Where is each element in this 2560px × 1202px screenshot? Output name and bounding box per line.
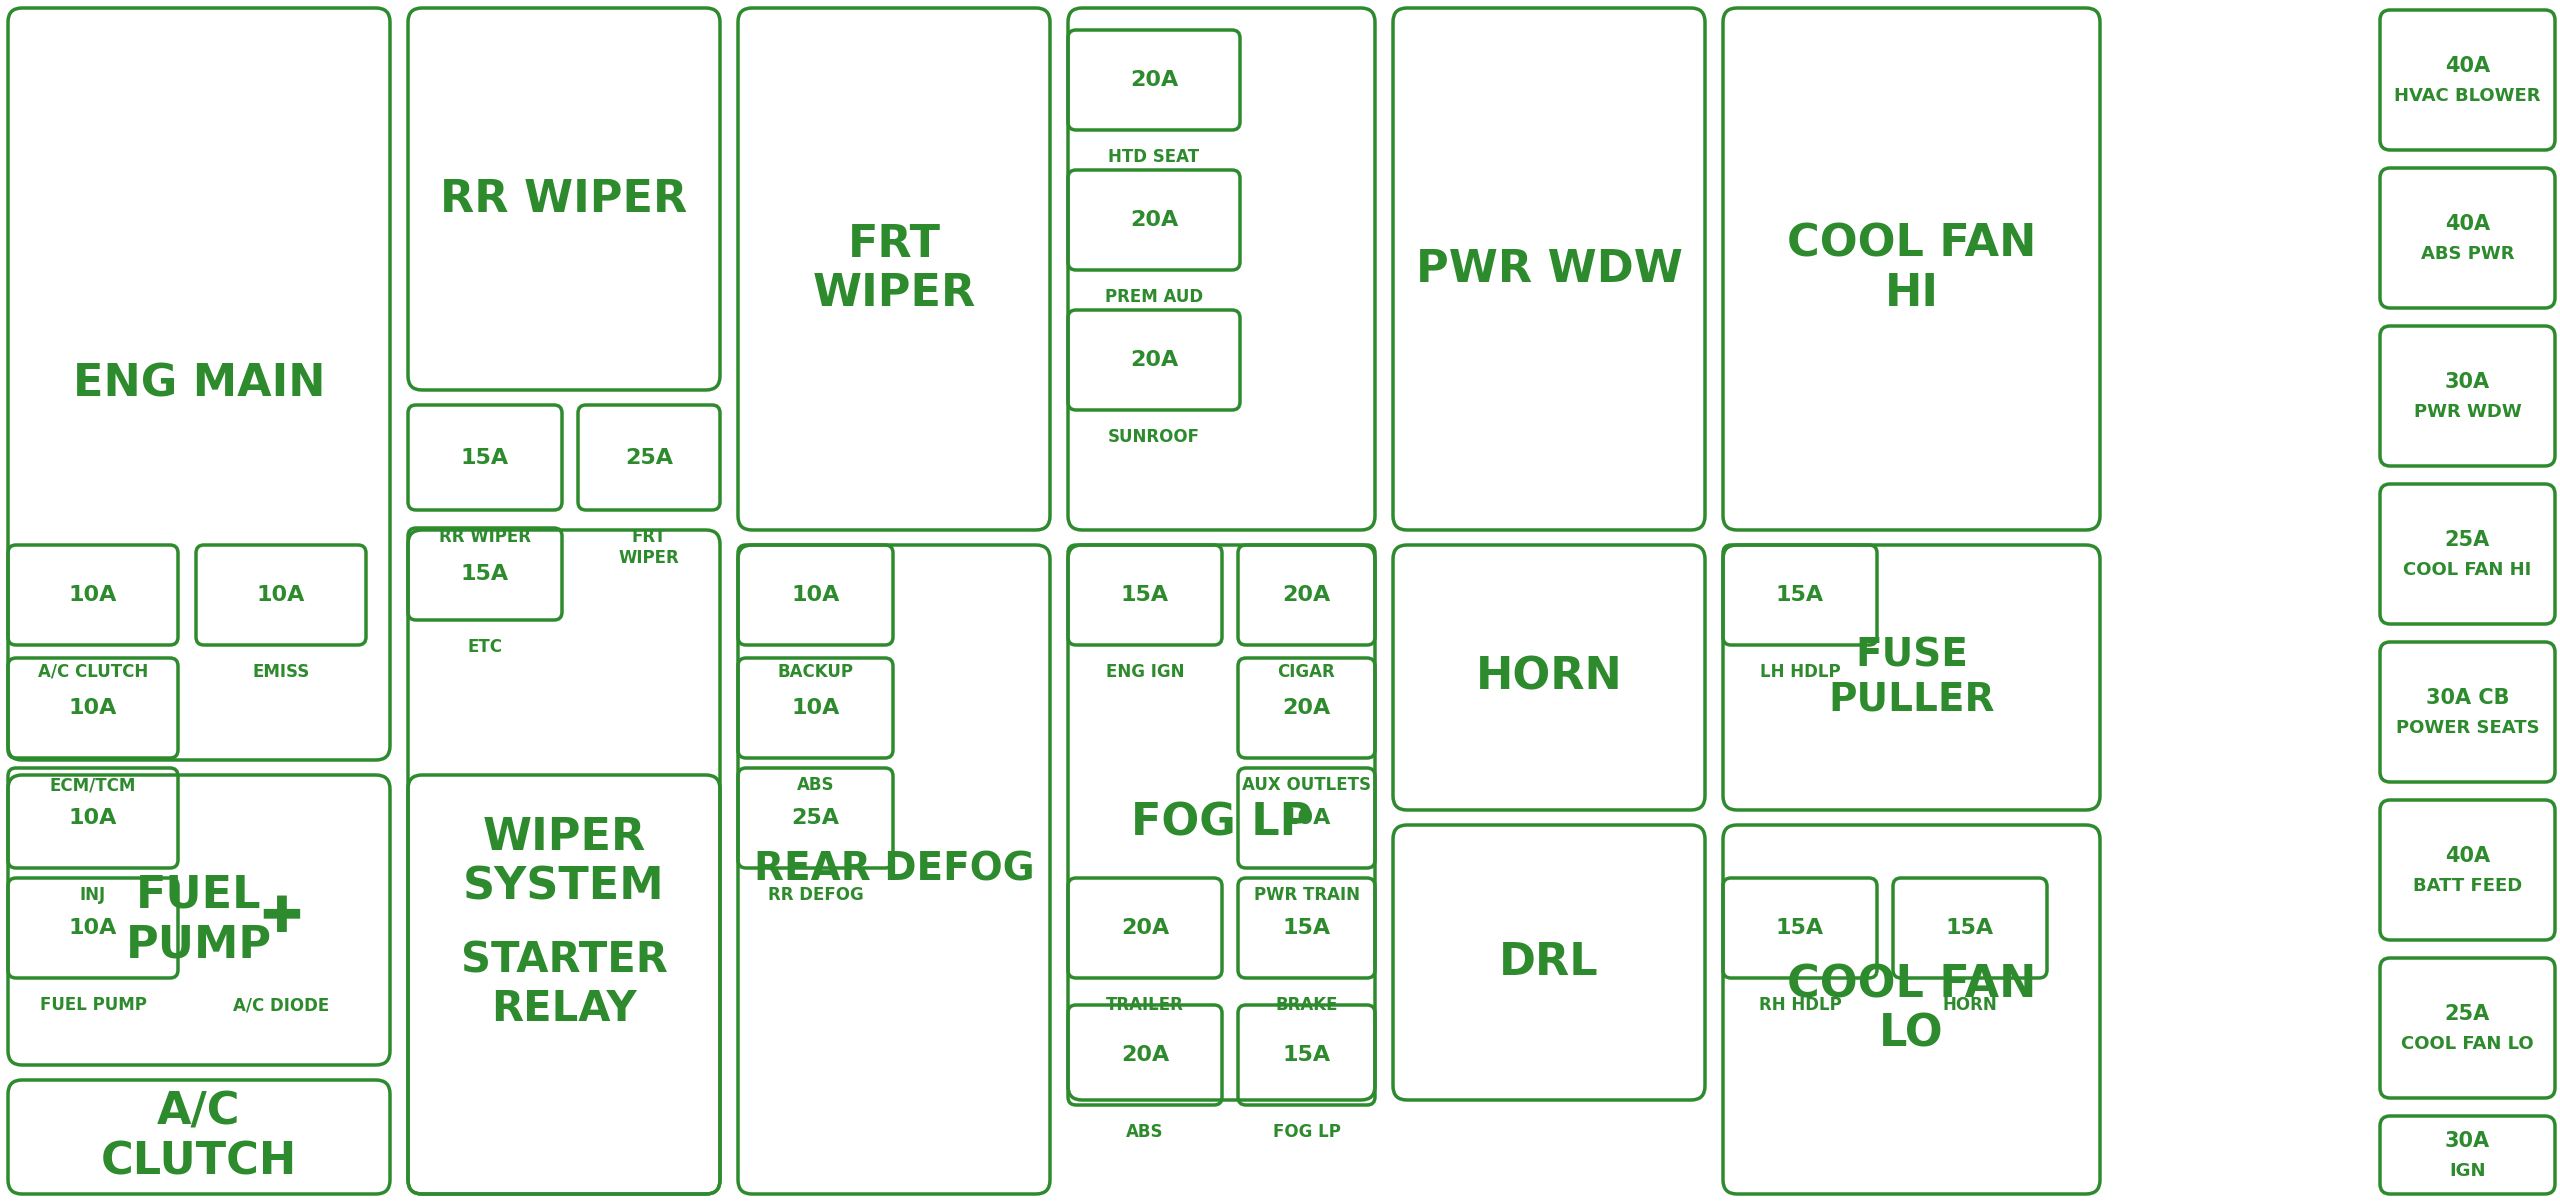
Text: 10A: 10A: [791, 585, 840, 605]
Text: AUX OUTLETS: AUX OUTLETS: [1242, 776, 1372, 795]
Text: ECM/TCM: ECM/TCM: [49, 776, 136, 795]
Text: 15A: 15A: [1121, 585, 1170, 605]
Text: FOG LP: FOG LP: [1132, 801, 1313, 844]
Text: RR DEFOG: RR DEFOG: [768, 886, 863, 904]
Text: FRT
WIPER: FRT WIPER: [812, 222, 975, 315]
Text: 20A: 20A: [1283, 585, 1331, 605]
Text: 20A: 20A: [1121, 1045, 1170, 1065]
Text: FUEL PUMP: FUEL PUMP: [38, 996, 146, 1014]
Text: HTD SEAT: HTD SEAT: [1108, 148, 1201, 166]
Text: STARTER
RELAY: STARTER RELAY: [461, 939, 668, 1030]
Text: FRT
WIPER: FRT WIPER: [620, 528, 678, 567]
Text: 40A: 40A: [2445, 214, 2491, 234]
Text: COOL FAN
HI: COOL FAN HI: [1787, 222, 2035, 315]
Text: ENG IGN: ENG IGN: [1106, 664, 1185, 682]
Text: A/C DIODE: A/C DIODE: [233, 996, 330, 1014]
Text: IGN: IGN: [2450, 1162, 2486, 1180]
Text: ABS PWR: ABS PWR: [2422, 245, 2514, 263]
Text: CIGAR: CIGAR: [1277, 664, 1336, 682]
Text: 10A: 10A: [1283, 808, 1331, 828]
Text: HVAC BLOWER: HVAC BLOWER: [2394, 87, 2540, 105]
Text: 30A CB: 30A CB: [2427, 688, 2509, 708]
Text: 15A: 15A: [461, 564, 509, 584]
Text: 10A: 10A: [69, 698, 118, 718]
Text: LH HDLP: LH HDLP: [1759, 664, 1841, 682]
Text: 10A: 10A: [791, 698, 840, 718]
Text: COOL FAN
LO: COOL FAN LO: [1787, 963, 2035, 1055]
Text: COOL FAN HI: COOL FAN HI: [2404, 561, 2532, 579]
Text: 20A: 20A: [1283, 698, 1331, 718]
Text: FUSE
PULLER: FUSE PULLER: [1828, 637, 1994, 719]
Text: ✚: ✚: [261, 894, 302, 942]
Text: 25A: 25A: [2445, 1004, 2491, 1024]
Text: REAR DEFOG: REAR DEFOG: [753, 851, 1034, 888]
Text: 25A: 25A: [625, 447, 673, 468]
Text: POWER SEATS: POWER SEATS: [2396, 719, 2540, 737]
Text: PWR WDW: PWR WDW: [1416, 248, 1682, 291]
Text: BACKUP: BACKUP: [778, 664, 852, 682]
Text: 10A: 10A: [256, 585, 305, 605]
Text: RH HDLP: RH HDLP: [1759, 996, 1841, 1014]
Text: RR WIPER: RR WIPER: [438, 528, 530, 546]
Text: A/C CLUTCH: A/C CLUTCH: [38, 664, 148, 682]
Text: ETC: ETC: [468, 638, 502, 656]
Text: ENG MAIN: ENG MAIN: [72, 363, 325, 405]
Text: 15A: 15A: [461, 447, 509, 468]
Text: 40A: 40A: [2445, 846, 2491, 865]
Text: 15A: 15A: [1777, 585, 1825, 605]
Text: 10A: 10A: [69, 808, 118, 828]
Text: FOG LP: FOG LP: [1272, 1123, 1341, 1141]
Text: 30A: 30A: [2445, 371, 2491, 392]
Text: 40A: 40A: [2445, 56, 2491, 76]
Text: 20A: 20A: [1121, 918, 1170, 938]
Text: A/C
CLUTCH: A/C CLUTCH: [100, 1090, 297, 1184]
Text: 25A: 25A: [2445, 530, 2491, 551]
Text: WIPER
SYSTEM: WIPER SYSTEM: [463, 816, 666, 909]
Text: HORN: HORN: [1943, 996, 1997, 1014]
Text: BRAKE: BRAKE: [1275, 996, 1339, 1014]
Text: ABS: ABS: [1126, 1123, 1165, 1141]
Text: EMISS: EMISS: [253, 664, 310, 682]
Text: 10A: 10A: [69, 918, 118, 938]
Text: PWR WDW: PWR WDW: [2414, 403, 2522, 421]
Text: 20A: 20A: [1129, 350, 1178, 370]
Text: 10A: 10A: [69, 585, 118, 605]
Text: 30A: 30A: [2445, 1131, 2491, 1152]
Text: 20A: 20A: [1129, 70, 1178, 90]
Text: TRAILER: TRAILER: [1106, 996, 1183, 1014]
Text: FUEL
PUMP: FUEL PUMP: [125, 874, 271, 966]
Text: PWR TRAIN: PWR TRAIN: [1254, 886, 1359, 904]
Text: BATT FEED: BATT FEED: [2414, 877, 2522, 895]
Text: 25A: 25A: [791, 808, 840, 828]
Text: PREM AUD: PREM AUD: [1106, 288, 1203, 307]
Text: HORN: HORN: [1475, 656, 1623, 700]
Text: SUNROOF: SUNROOF: [1108, 428, 1201, 446]
Text: RR WIPER: RR WIPER: [440, 178, 689, 220]
Text: INJ: INJ: [79, 886, 105, 904]
Text: 15A: 15A: [1777, 918, 1825, 938]
Text: COOL FAN LO: COOL FAN LO: [2401, 1035, 2534, 1053]
Text: 20A: 20A: [1129, 210, 1178, 230]
Text: 15A: 15A: [1283, 1045, 1331, 1065]
Text: DRL: DRL: [1500, 941, 1600, 984]
Text: ABS: ABS: [796, 776, 835, 795]
Text: 15A: 15A: [1283, 918, 1331, 938]
Text: 15A: 15A: [1946, 918, 1994, 938]
